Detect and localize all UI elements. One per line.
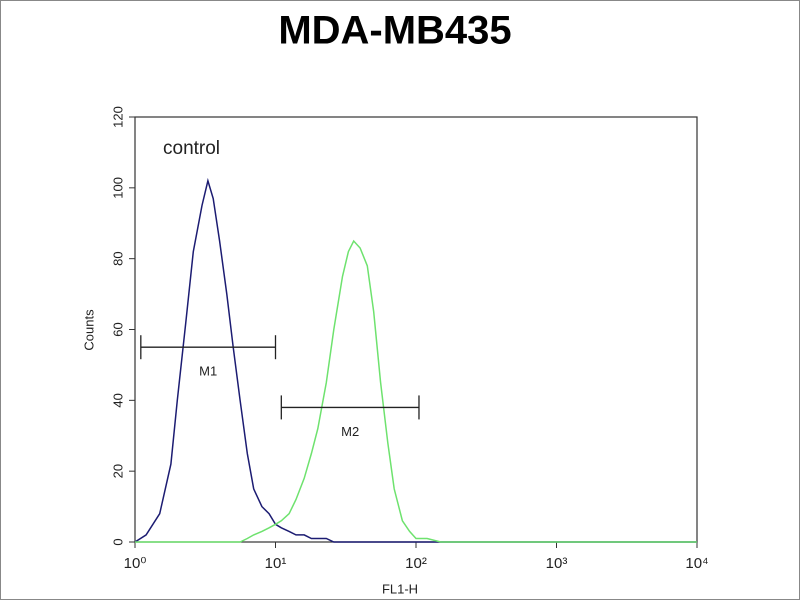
x-tick-label: 10³ bbox=[546, 555, 568, 572]
x-axis-label: FL1-H bbox=[382, 581, 418, 596]
series-line bbox=[135, 239, 697, 543]
y-tick-label: 0 bbox=[110, 538, 125, 545]
y-tick-label: 100 bbox=[110, 177, 125, 199]
x-tick-label: 10⁰ bbox=[124, 555, 147, 572]
marker-label: M2 bbox=[341, 424, 359, 439]
series-line bbox=[134, 177, 697, 543]
y-tick-label: 80 bbox=[110, 251, 125, 265]
x-tick-label: 10⁴ bbox=[685, 555, 708, 572]
chart-title: MDA-MB435 bbox=[278, 9, 511, 53]
x-tick-label: 10¹ bbox=[265, 555, 287, 572]
series-label: control bbox=[163, 138, 220, 159]
y-axis-label: Counts bbox=[81, 309, 96, 351]
y-tick-label: 40 bbox=[110, 393, 125, 407]
y-tick-label: 20 bbox=[110, 464, 125, 478]
y-tick-label: 60 bbox=[110, 322, 125, 336]
y-tick-label: 120 bbox=[110, 106, 125, 128]
x-tick-label: 10² bbox=[405, 555, 427, 572]
marker-label: M1 bbox=[199, 364, 217, 379]
